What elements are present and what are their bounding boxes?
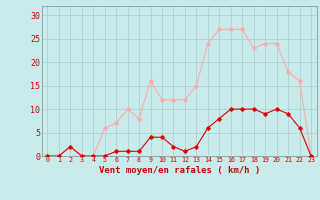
X-axis label: Vent moyen/en rafales ( km/h ): Vent moyen/en rafales ( km/h ) — [99, 166, 260, 175]
